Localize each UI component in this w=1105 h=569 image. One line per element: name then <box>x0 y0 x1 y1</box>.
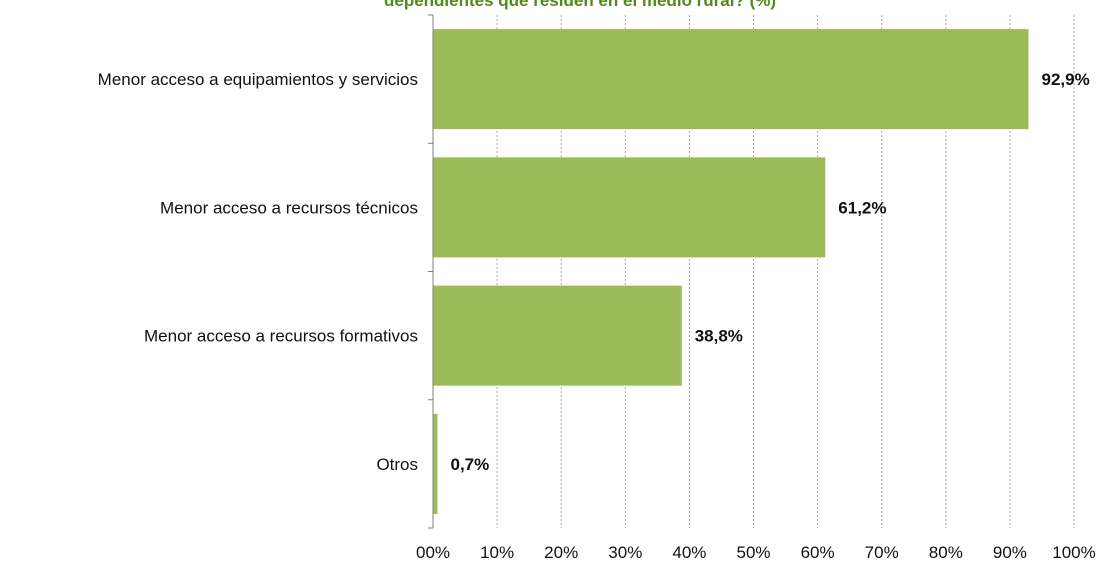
x-tick-label-20: 20% <box>544 543 578 562</box>
value-label-0: 92,9% <box>1041 70 1089 89</box>
chart-title: dependientes que residen en el medio rur… <box>383 0 777 10</box>
value-label-1: 61,2% <box>838 198 886 217</box>
category-label-0: Menor acceso a equipamientos y servicios <box>98 70 418 89</box>
x-tick-label-0: 00% <box>416 543 450 562</box>
x-tick-label-40: 40% <box>672 543 706 562</box>
x-tick-label-90: 90% <box>993 543 1027 562</box>
value-label-2: 38,8% <box>695 327 743 346</box>
axes <box>428 14 434 529</box>
category-label-1: Menor acceso a recursos técnicos <box>160 198 418 217</box>
bar-1 <box>433 157 826 258</box>
x-tick-label-70: 70% <box>865 543 899 562</box>
x-tick-label-100: 100% <box>1052 543 1095 562</box>
bar-0 <box>433 29 1029 130</box>
category-label-3: Otros <box>376 455 418 474</box>
x-tick-label-50: 50% <box>736 543 770 562</box>
labels: 92,9% Menor acceso a equipamientos y serv… <box>98 70 1096 562</box>
value-label-3: 0,7% <box>450 455 489 474</box>
bar-2 <box>433 285 682 386</box>
bar-3 <box>433 413 438 514</box>
x-tick-label-10: 10% <box>480 543 514 562</box>
x-tick-label-60: 60% <box>801 543 835 562</box>
x-tick-label-80: 80% <box>929 543 963 562</box>
bars <box>433 29 1029 514</box>
x-tick-label-30: 30% <box>608 543 642 562</box>
category-label-2: Menor acceso a recursos formativos <box>144 327 418 346</box>
